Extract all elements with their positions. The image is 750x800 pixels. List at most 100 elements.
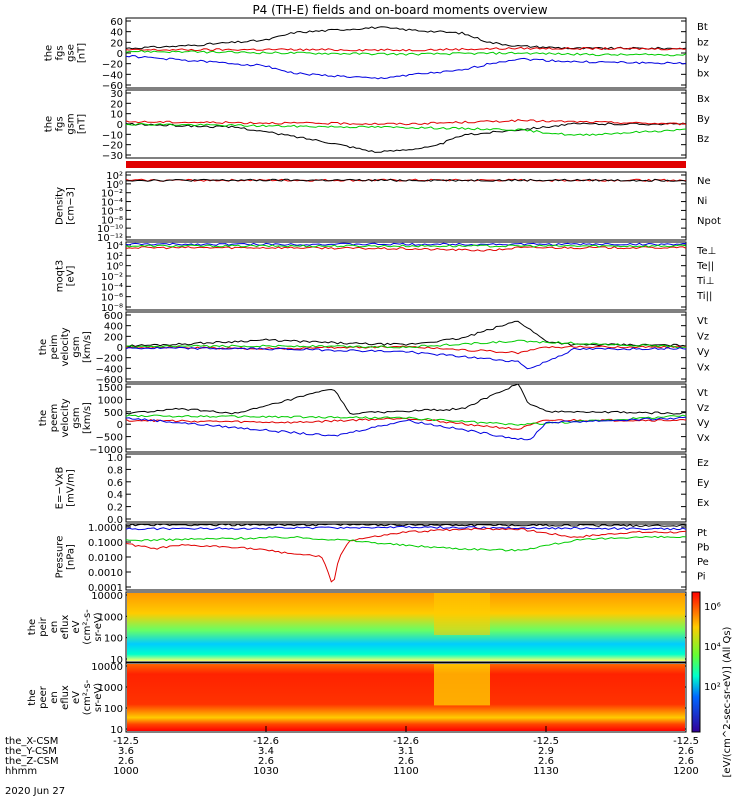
xtick-3-row-3: 1130 xyxy=(533,766,558,777)
peim_velocity-legend-Vz: Vz xyxy=(697,332,709,343)
pressure-ytick-3: 0.0010 xyxy=(88,568,123,579)
peim_velocity-ylabel-3: gsm xyxy=(71,336,82,357)
xtick-1-row-2: 2.6 xyxy=(258,756,274,767)
fgs_gse-frame xyxy=(125,17,687,89)
colorbar-label: [eV/(cm^2-sec-sr-eV)] (All Qs) xyxy=(722,626,733,777)
pressure-series-Pe xyxy=(125,535,687,552)
density-ytick-7: 10⁻¹² xyxy=(97,233,123,244)
efield-ytick-5: 0.0 xyxy=(107,515,123,526)
fgs_gsm-ytick-1: 20 xyxy=(110,99,123,110)
peem_velocity-ylabel-1: peem xyxy=(49,404,60,432)
pressure-ytick-0: 1.0000 xyxy=(88,523,123,534)
efield-legend-Ey: Ey xyxy=(697,478,709,489)
xtick-4-row-2: 2.6 xyxy=(678,756,694,767)
temperature-frame xyxy=(125,241,687,311)
fgs_gsm-ylabel-0: the xyxy=(44,116,55,132)
pressure-legend-Pb: Pb xyxy=(697,543,709,554)
xtick-0-row-1: 3.6 xyxy=(118,746,134,757)
xtick-2-row-1: 3.1 xyxy=(398,746,414,757)
xtick-0-row-0: -12.5 xyxy=(113,736,139,747)
peem_velocity-ytick-3: 0 xyxy=(117,420,123,431)
fgs_gsm-ylabel-1: fgs xyxy=(55,116,66,131)
temperature-legend-Ti||: Ti|| xyxy=(696,291,712,302)
density-series-Ni xyxy=(125,178,687,182)
efield-frame xyxy=(125,453,687,523)
density-ylabel-0: Density xyxy=(55,187,66,225)
peer_eflux-ylabel-5: (cm²-s- xyxy=(82,679,93,715)
density-legend-Ne: Ne xyxy=(697,176,711,187)
peer_eflux-ytick-1: 1000 xyxy=(98,683,123,694)
peer_eflux-ylabel-0: the xyxy=(27,689,38,705)
xtick-3-row-1: 2.9 xyxy=(538,746,554,757)
density-ytick-6: 10⁻¹⁰ xyxy=(97,224,123,235)
temperature-ytick-6: 10⁻⁸ xyxy=(101,303,123,314)
temperature-legend-Te||: Te|| xyxy=(696,261,714,272)
status-bar xyxy=(126,161,686,168)
peir_eflux-ylabel-1: peir xyxy=(38,616,49,636)
fgs_gsm-ytick-2: 10 xyxy=(110,110,123,121)
colorbar xyxy=(691,591,701,733)
peim_velocity-series-Vy xyxy=(125,339,686,349)
density-ytick-2: 10⁻² xyxy=(101,189,123,200)
peem_velocity-legend-Vz: Vz xyxy=(697,403,709,414)
fgs_gsm-legend-Bx: Bx xyxy=(697,94,710,105)
xaxis-row-label-0: the_X-CSM xyxy=(5,736,58,747)
peim_velocity-ytick-5: −400 xyxy=(96,364,123,375)
peim_velocity-ylabel-4: [km/s] xyxy=(82,331,93,363)
fgs_gsm-series-Bz xyxy=(125,122,687,137)
temperature-series-Ti|| xyxy=(125,244,687,248)
peer_eflux-spectrogram xyxy=(127,664,685,731)
peem_velocity-series-Vz xyxy=(125,417,687,430)
fgs_gsm-ytick-6: −30 xyxy=(102,151,123,162)
fgs_gsm-ylabel-2: gsm xyxy=(66,113,77,134)
temperature-ytick-4: 10⁻⁴ xyxy=(101,282,123,293)
fgs_gse-legend-bx: bx xyxy=(697,69,709,80)
peim_velocity-ylabel-0: the xyxy=(38,339,49,355)
fgs_gsm-ytick-3: 0 xyxy=(117,120,123,131)
temperature-ylabel-0: moqt3 xyxy=(55,260,66,293)
xtick-2-row-2: 2.6 xyxy=(398,756,414,767)
efield-ytick-3: 0.4 xyxy=(107,490,123,501)
xaxis-row-label-3: hhmm xyxy=(5,766,37,777)
xtick-1-row-1: 3.4 xyxy=(258,746,274,757)
peir_eflux-disturbance xyxy=(434,593,490,635)
fgs_gse-legend-by: by xyxy=(697,53,709,64)
fgs_gse-ytick-5: −40 xyxy=(102,70,123,81)
peim_velocity-series-Vt xyxy=(125,320,687,347)
pressure-legend-Pi: Pi xyxy=(697,572,706,583)
peem_velocity-legend-Vy: Vy xyxy=(697,418,710,429)
fgs_gsm-legend-Bz: Bz xyxy=(697,134,709,145)
peim_velocity-legend-Vy: Vy xyxy=(697,347,710,358)
fgs_gse-series-Bt xyxy=(125,26,687,50)
density-ytick-1: 10⁰ xyxy=(106,180,123,191)
fgs_gsm-ytick-5: −20 xyxy=(102,141,123,152)
efield-legend-Ex: Ex xyxy=(697,498,709,509)
fgs_gsm-legend-By: By xyxy=(697,114,710,125)
efield-ylabel-0: E=−VxB xyxy=(55,467,66,510)
efield-ytick-0: 1.0 xyxy=(107,453,123,464)
temperature-ylabel-1: [eV] xyxy=(66,266,77,287)
peem_velocity-ytick-5: −1000 xyxy=(89,445,123,456)
efield-ytick-1: 0.8 xyxy=(107,465,123,476)
xtick-3-row-2: 2.6 xyxy=(538,756,554,767)
xtick-2-row-3: 1100 xyxy=(393,766,418,777)
fgs_gse-series-bx xyxy=(125,54,687,80)
pressure-ytick-2: 0.0100 xyxy=(88,553,123,564)
fgs_gse-series-by xyxy=(125,49,687,57)
peim_velocity-legend-Vt: Vt xyxy=(697,316,708,327)
fgs_gse-ylabel-3: [nT] xyxy=(77,43,88,63)
peir_eflux-ylabel-5: (cm²-s- xyxy=(82,609,93,645)
peem_velocity-legend-Vx: Vx xyxy=(697,433,710,444)
temperature-series-Te xyxy=(125,246,687,252)
peim_velocity-ytick-3: 0 xyxy=(117,343,123,354)
peir_eflux-ytick-2: 100 xyxy=(104,634,123,645)
density-ytick-0: 10² xyxy=(106,171,123,182)
xaxis-row-label-1: the_Y-CSM xyxy=(5,746,57,757)
xtick-2-row-0: -12.6 xyxy=(393,736,419,747)
density-legend-Npot: Npot xyxy=(697,216,721,227)
fgs_gse-ytick-6: −60 xyxy=(102,81,123,92)
fgs_gse-legend-bz: bz xyxy=(697,38,709,49)
colorbar-tick-0: 10⁶ xyxy=(704,602,721,613)
peir_eflux-ytick-1: 1000 xyxy=(98,612,123,623)
